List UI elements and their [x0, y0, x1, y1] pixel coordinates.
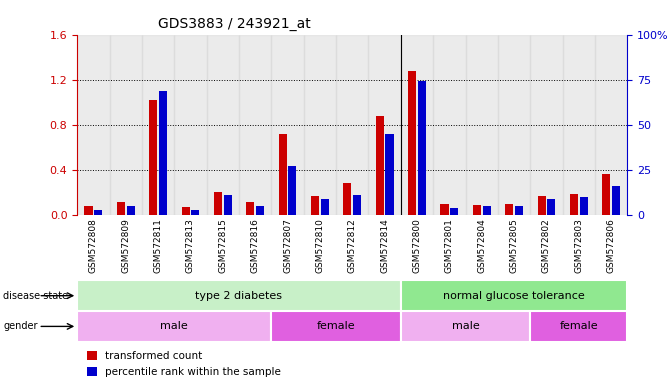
Bar [344, 184, 352, 215]
Bar [466, 35, 498, 215]
Bar [214, 192, 222, 215]
Text: female: female [317, 321, 356, 331]
Bar [433, 35, 466, 215]
Bar [401, 280, 627, 311]
Bar [278, 134, 287, 215]
Bar [595, 35, 627, 215]
Text: female: female [560, 321, 598, 331]
Bar [109, 35, 142, 215]
Bar [580, 197, 588, 215]
Bar [256, 206, 264, 215]
Bar [385, 134, 393, 215]
Bar [563, 35, 595, 215]
Bar [612, 186, 620, 215]
Bar [450, 208, 458, 215]
Bar [376, 116, 384, 215]
Text: GDS3883 / 243921_at: GDS3883 / 243921_at [158, 17, 311, 31]
Bar [353, 195, 361, 215]
Bar [321, 199, 329, 215]
Text: gender: gender [3, 321, 38, 331]
Bar [85, 206, 93, 215]
Bar [191, 210, 199, 215]
Bar [311, 196, 319, 215]
Bar [223, 195, 231, 215]
Bar [570, 194, 578, 215]
Bar [207, 35, 239, 215]
Bar [505, 204, 513, 215]
Text: male: male [160, 321, 188, 331]
Text: disease state: disease state [3, 291, 68, 301]
Bar [117, 202, 125, 215]
Bar [408, 71, 416, 215]
Bar [537, 196, 546, 215]
Bar [498, 35, 530, 215]
Bar [530, 311, 627, 342]
Bar [182, 207, 190, 215]
Text: normal glucose tolerance: normal glucose tolerance [444, 291, 585, 301]
Bar [603, 174, 611, 215]
Bar [418, 81, 426, 215]
Bar [271, 35, 304, 215]
Bar [142, 35, 174, 215]
Bar [401, 35, 433, 215]
Bar [174, 35, 207, 215]
Bar [94, 210, 102, 215]
Bar [530, 35, 563, 215]
Bar [515, 206, 523, 215]
Bar [482, 206, 491, 215]
Text: male: male [452, 321, 480, 331]
Bar [336, 35, 368, 215]
Bar [127, 206, 135, 215]
Bar [368, 35, 401, 215]
Bar [271, 311, 401, 342]
Bar [304, 35, 336, 215]
Bar [77, 280, 401, 311]
Bar [149, 100, 157, 215]
Bar [239, 35, 271, 215]
Bar [289, 166, 297, 215]
Text: type 2 diabetes: type 2 diabetes [195, 291, 282, 301]
Bar [401, 311, 530, 342]
Bar [473, 205, 481, 215]
Bar [548, 199, 556, 215]
Bar [77, 311, 271, 342]
Legend: transformed count, percentile rank within the sample: transformed count, percentile rank withi… [83, 347, 285, 381]
Bar [159, 91, 167, 215]
Bar [246, 202, 254, 215]
Bar [440, 204, 448, 215]
Bar [77, 35, 109, 215]
